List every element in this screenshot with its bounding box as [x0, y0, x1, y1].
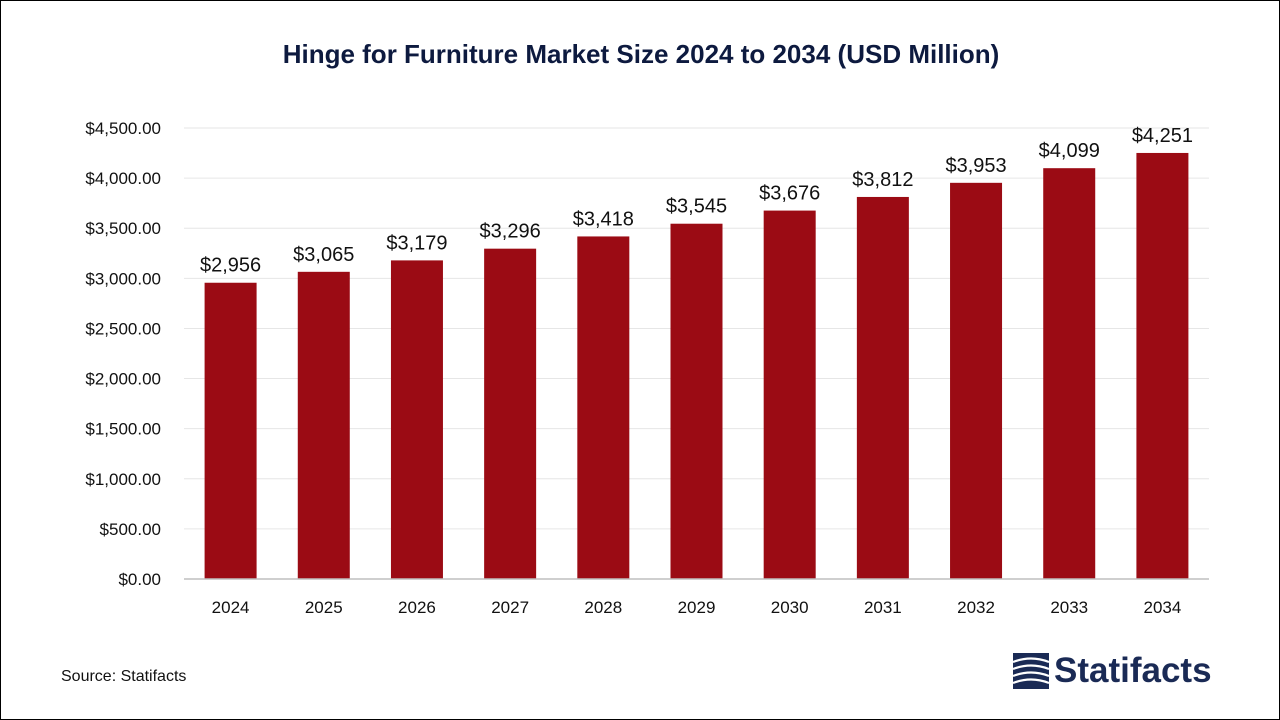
bar	[1136, 152, 1189, 580]
bar	[484, 248, 537, 580]
y-tick-label: $1,000.00	[85, 470, 161, 489]
x-tick-label: 2031	[864, 598, 902, 617]
bar	[856, 196, 909, 580]
chart-title: Hinge for Furniture Market Size 2024 to …	[282, 39, 1000, 69]
data-label: $3,418	[573, 208, 634, 230]
data-label: $3,296	[480, 221, 541, 243]
data-label: $3,065	[293, 244, 354, 266]
x-tick-label: 2024	[212, 598, 250, 617]
bar	[950, 182, 1003, 580]
x-tick-label: 2028	[584, 598, 622, 617]
y-tick-label: $3,500.00	[85, 219, 161, 238]
x-tick-label: 2026	[398, 598, 436, 617]
bar	[297, 271, 350, 579]
source-note: Source: Statifacts	[61, 668, 187, 685]
data-label: $3,179	[386, 232, 447, 254]
data-label: $2,956	[200, 255, 261, 277]
brand-name: Statifacts	[1054, 651, 1212, 690]
bar	[670, 223, 723, 579]
data-label: $3,676	[759, 183, 820, 205]
y-tick-label: $1,500.00	[85, 420, 161, 439]
bar	[577, 236, 630, 580]
y-tick-label: $0.00	[118, 570, 161, 589]
y-tick-label: $4,500.00	[85, 119, 161, 138]
data-label: $4,099	[1039, 140, 1100, 162]
x-tick-label: 2034	[1143, 598, 1181, 617]
bar	[763, 210, 816, 579]
x-tick-label: 2032	[957, 598, 995, 617]
x-tick-label: 2025	[305, 598, 343, 617]
bar	[204, 282, 257, 579]
x-tick-label: 2030	[771, 598, 809, 617]
bar	[1043, 168, 1096, 579]
data-label: $3,545	[666, 196, 727, 218]
data-label: $3,953	[945, 155, 1006, 177]
y-tick-label: $4,000.00	[85, 169, 161, 188]
x-tick-label: 2027	[491, 598, 529, 617]
data-label: $3,812	[852, 169, 913, 191]
x-tick-label: 2029	[678, 598, 716, 617]
bar	[390, 260, 443, 579]
data-label: $4,251	[1132, 125, 1193, 147]
x-tick-label: 2033	[1050, 598, 1088, 617]
y-tick-label: $2,500.00	[85, 319, 161, 338]
y-tick-label: $2,000.00	[85, 370, 161, 389]
y-tick-label: $500.00	[100, 520, 161, 539]
statifacts-logo-icon	[1013, 653, 1049, 689]
y-tick-label: $3,000.00	[85, 269, 161, 288]
